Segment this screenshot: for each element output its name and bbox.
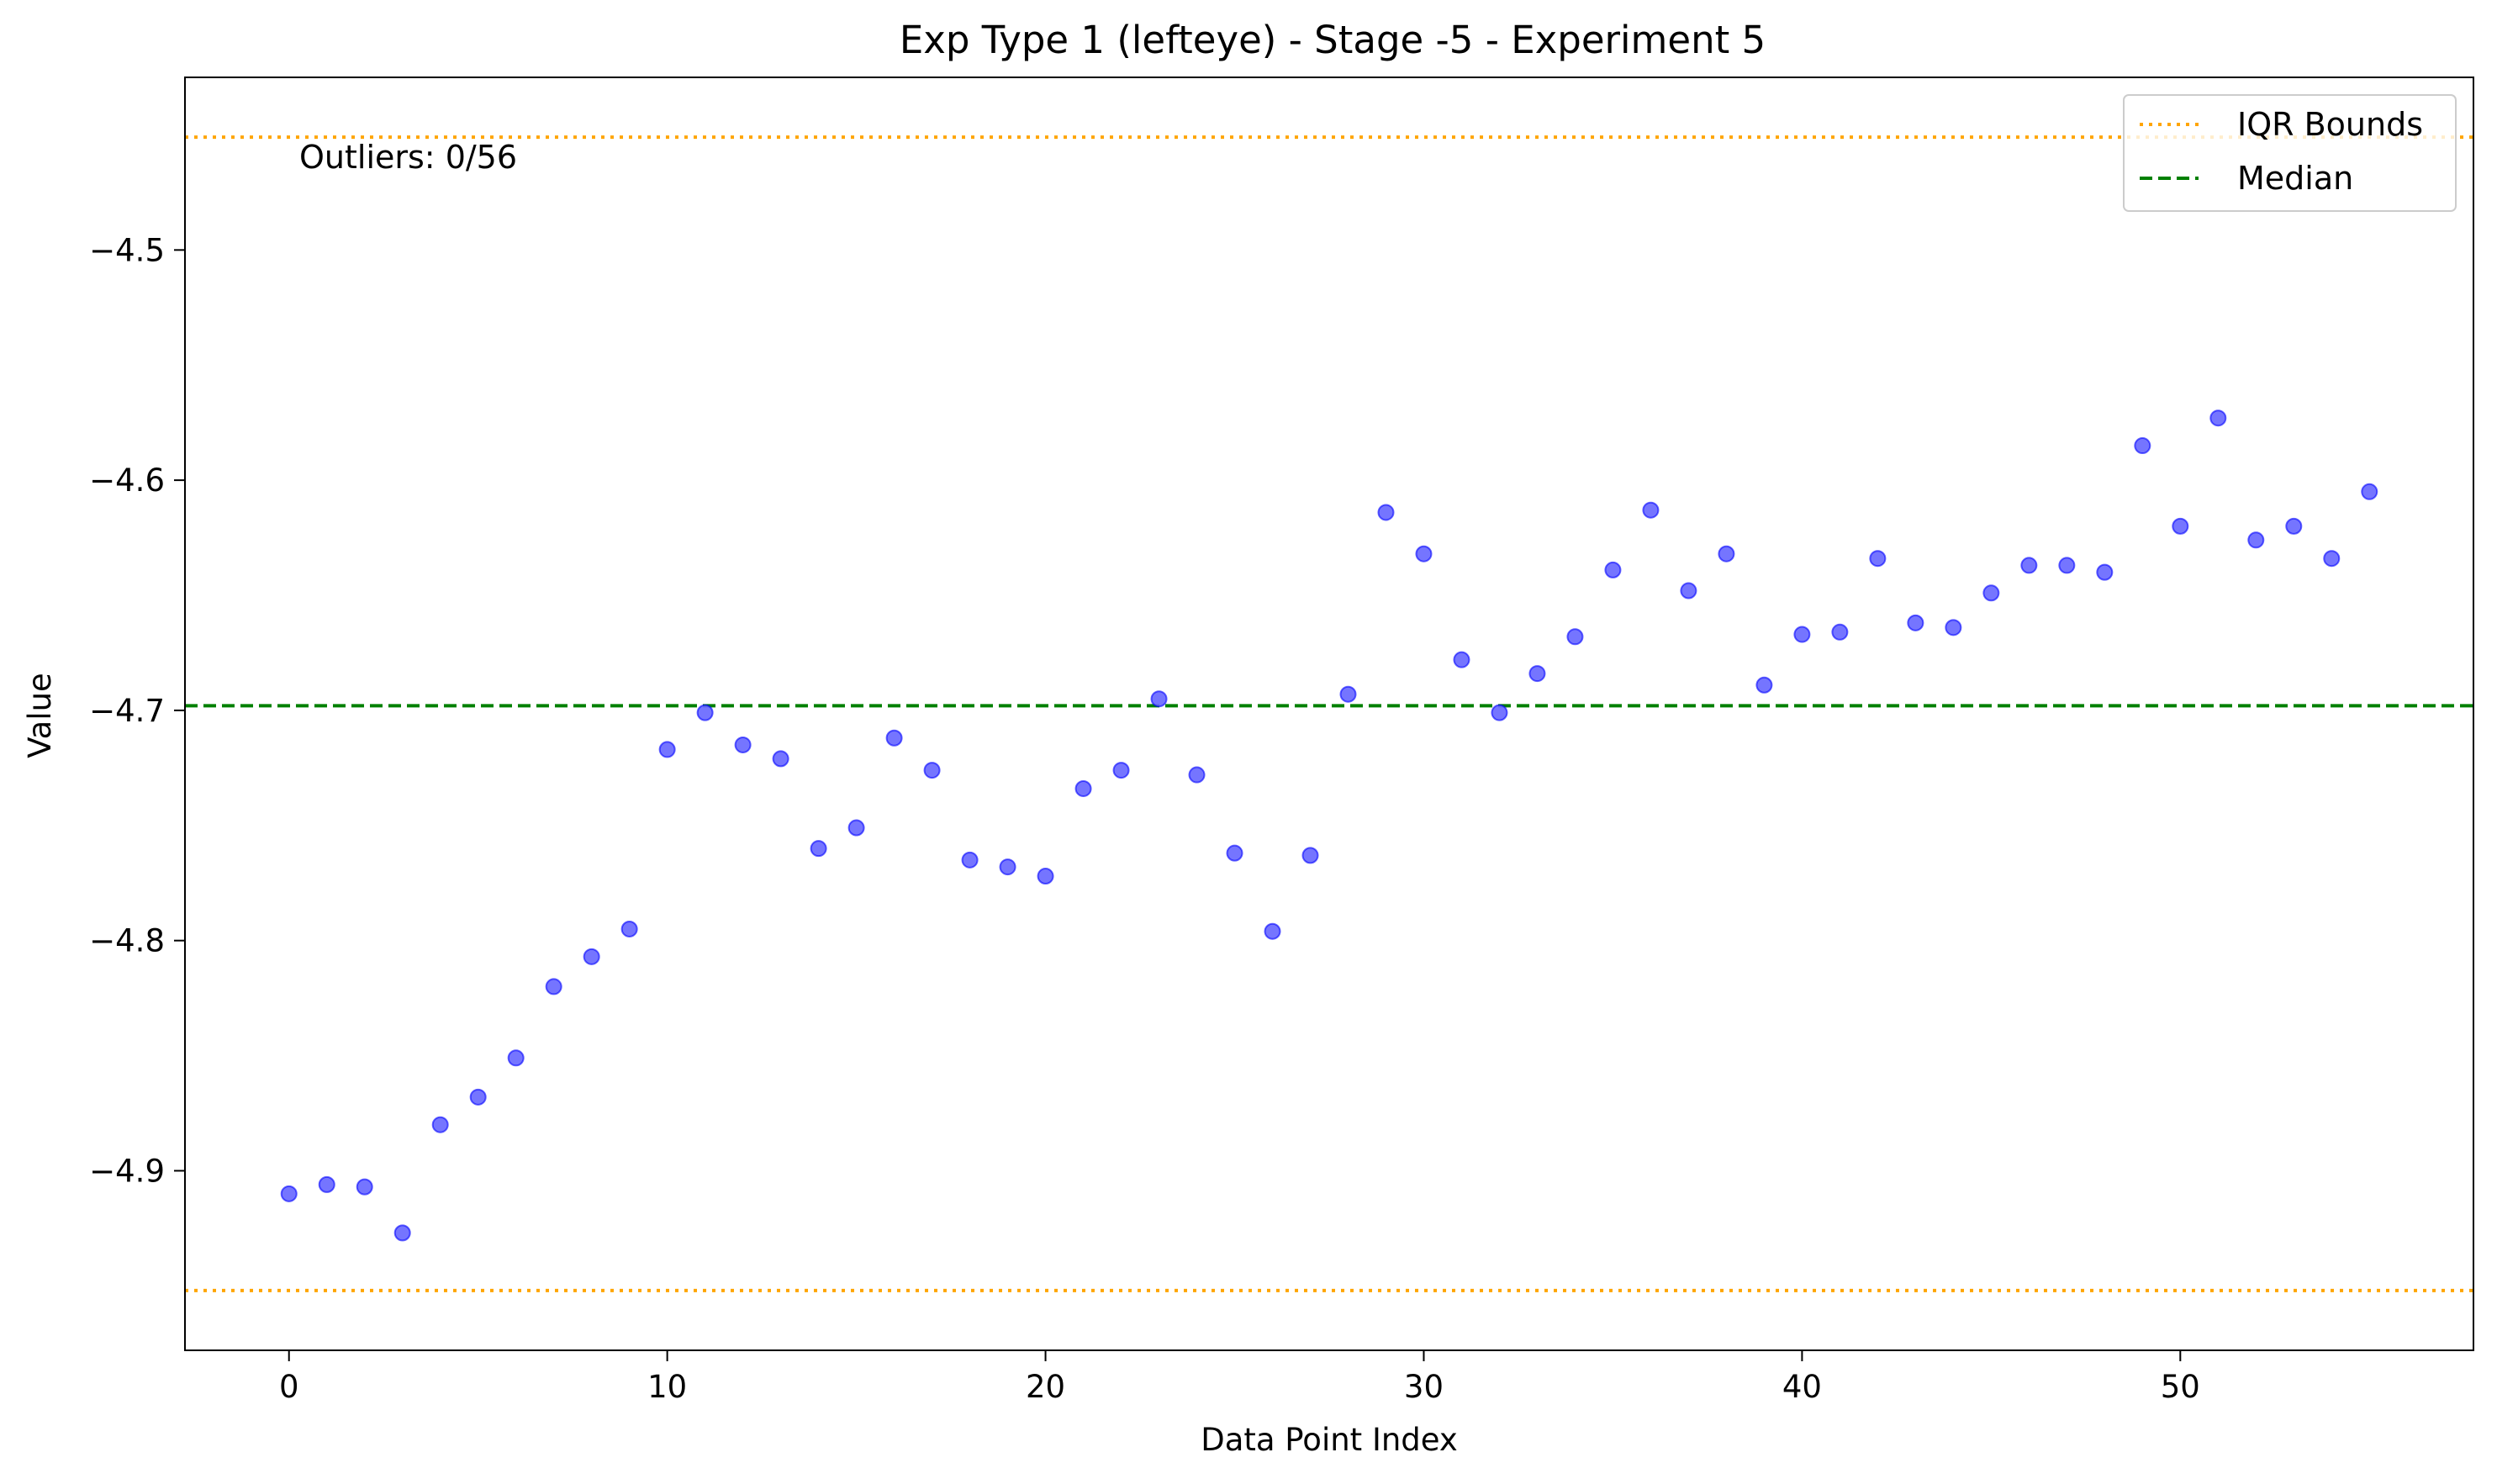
y-tick-label: −4.9 [89,1153,165,1189]
data-point [1264,922,1281,940]
data-point [1869,550,1887,568]
data-point [583,948,600,965]
legend: IQR Bounds Median [2123,94,2457,212]
data-point [658,741,676,758]
data-point [431,1116,449,1133]
data-point [280,1185,298,1202]
data-point [1680,582,1697,599]
legend-median-label: Median [2237,160,2353,197]
plot-area [185,135,2473,1292]
data-point [961,851,979,869]
data-point [2247,531,2265,549]
data-point [810,840,827,858]
data-point [393,1224,411,1242]
data-point [469,1088,487,1106]
data-point [545,978,562,995]
data-point [2020,557,2038,574]
x-tick-label: 0 [279,1369,299,1405]
data-point [1339,685,1357,703]
data-point [2323,550,2341,568]
data-point [1037,868,1054,885]
y-tick-label: −4.5 [89,232,165,268]
data-point [1907,614,1924,631]
y-tick-label: −4.8 [89,923,165,959]
x-axis: 0 10 20 30 40 50 [279,1350,2200,1405]
data-point [696,704,714,721]
x-tick-label: 40 [1782,1369,1822,1405]
data-point [923,762,941,779]
data-point [1945,619,1962,636]
data-point [1755,676,1773,694]
data-point [2209,409,2227,427]
data-point [1793,626,1811,643]
data-point [1188,766,1206,784]
data-point [1226,844,1243,862]
y-axis-label: Value [22,673,58,758]
data-point [356,1178,373,1196]
data-point [999,858,1016,876]
data-point [1301,847,1319,864]
data-point [620,920,638,937]
x-tick-label: 20 [1026,1369,1065,1405]
y-tick-label: −4.7 [89,693,165,729]
data-point [885,729,903,747]
data-point [1982,584,2000,602]
legend-iqr-label: IQR Bounds [2237,106,2423,143]
chart-title: Exp Type 1 (lefteye) - Stage -5 - Experi… [900,18,1766,62]
data-point [2172,517,2189,535]
data-point [772,750,789,768]
data-point [2134,437,2151,455]
data-point [2096,563,2114,581]
data-point [1415,545,1433,562]
data-point [1642,501,1660,519]
x-axis-label: Data Point Index [1201,1422,1458,1458]
data-point [1604,561,1622,578]
x-tick-label: 50 [2161,1369,2200,1405]
data-point [318,1175,335,1193]
data-point [1377,504,1395,521]
y-axis: −4.9 −4.8 −4.7 −4.6 −4.5 [89,232,185,1189]
data-point [847,819,865,837]
outliers-annotation: Outliers: 0/56 [299,139,517,176]
data-point [1718,545,1735,562]
legend-box [2123,94,2457,212]
data-point [1566,628,1584,646]
data-point [2361,483,2378,500]
data-point [2285,517,2303,535]
x-tick-label: 10 [647,1369,687,1405]
data-point [734,736,752,753]
data-point [1831,623,1849,641]
data-point [1150,690,1168,708]
data-point [2058,557,2076,574]
data-point [1528,665,1546,683]
data-point [1491,704,1508,721]
data-point [507,1049,525,1067]
data-point [1112,762,1130,779]
data-point [1074,779,1092,797]
x-tick-label: 30 [1404,1369,1444,1405]
data-point [1453,651,1470,668]
axes-frame [184,77,2474,1351]
y-tick-label: −4.6 [89,462,165,499]
